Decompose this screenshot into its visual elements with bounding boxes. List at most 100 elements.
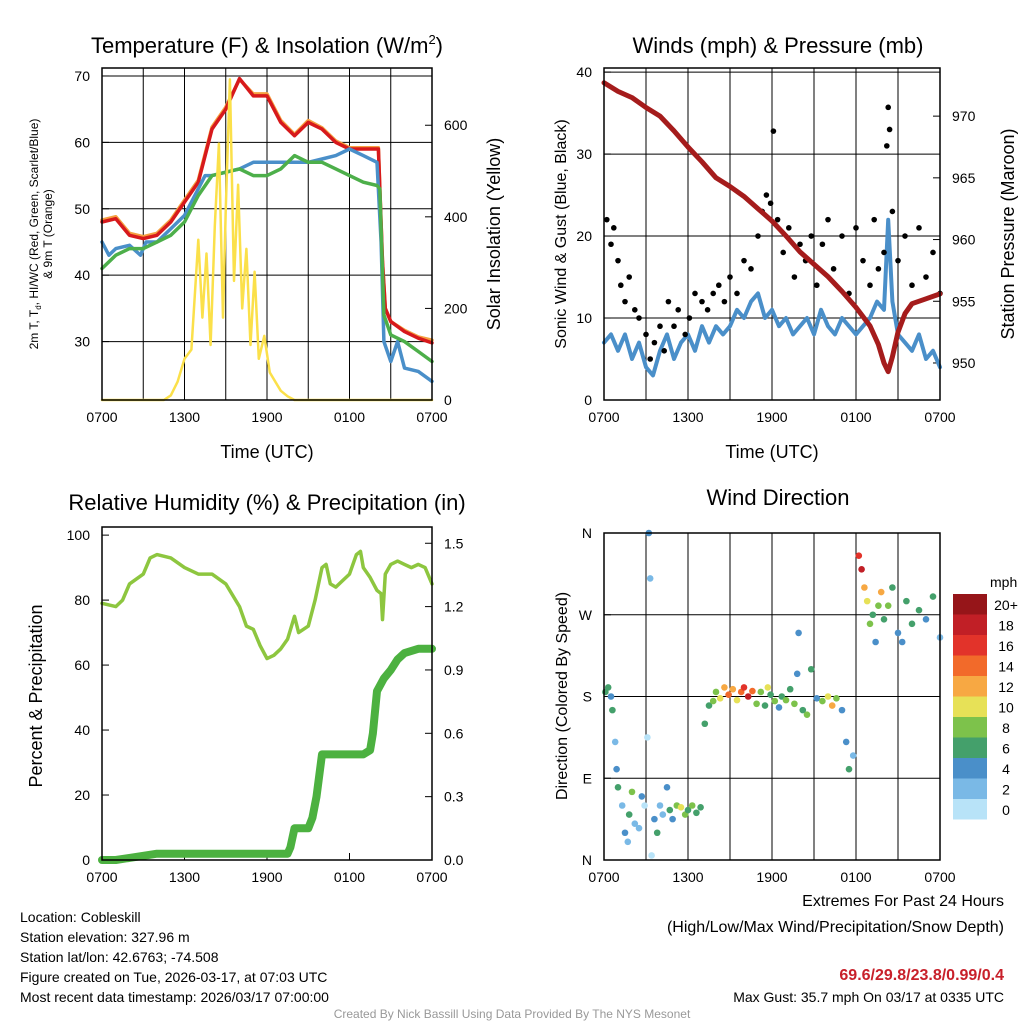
legend-label: 2 [1002,782,1010,798]
legend-swatch [953,614,987,635]
direction-point [659,811,667,818]
y-tick-label: 30 [74,334,90,350]
wdir-title: Wind Direction [706,485,849,510]
legend-label: 4 [1002,761,1010,777]
gust-point [819,241,826,248]
gust-point [710,290,716,297]
legend-swatch [953,696,987,717]
y-tick-label: 60 [74,657,90,673]
y2-tick-label: 0.3 [444,789,464,805]
legend-label: 10 [998,700,1014,716]
y-tick-label: 10 [576,310,592,326]
direction-point [701,720,709,728]
y2-tick-label: 400 [444,209,468,225]
wind-xlabel: Time (UTC) [725,442,818,462]
direction-point [775,704,783,711]
direction-point [697,804,704,811]
gust-point [797,241,803,248]
gust-point [686,315,693,321]
legend-label: 6 [1002,741,1010,757]
direction-point [908,620,916,628]
gust-point [604,216,610,223]
y-tick-label: 60 [74,134,90,150]
direction-point [771,697,779,705]
x-tick-label: 1900 [251,409,282,425]
credit: Created By Nick Bassill Using Data Provi… [334,1007,691,1021]
wind-title: Winds (mph) & Pressure (mb) [633,33,924,58]
gust-point [767,200,774,207]
gust-point [626,274,632,280]
direction-point [799,706,807,714]
gust-point [889,208,896,215]
x-tick-label: 0700 [924,409,955,425]
direction-point [872,638,879,646]
y2-tick-label: 0.0 [444,852,464,868]
blue-wind-chill-line [100,147,434,384]
y2-tick-label: 965 [952,170,976,186]
direction-point [641,802,648,809]
direction-point [880,615,888,623]
gust-point [651,339,658,346]
direction-point [638,793,646,800]
legend-swatch [953,717,987,738]
gust-point [916,225,922,231]
gust-point [895,257,901,264]
sonic-wind-line [602,217,942,378]
direction-point [855,552,863,560]
y2-tick-label: 970 [952,108,976,124]
direction-point [656,802,664,809]
direction-point [786,685,794,693]
direction-point [819,697,826,705]
gust-point [875,266,882,272]
direction-point [875,602,882,609]
gust-point [636,315,642,321]
gust-point [657,323,663,330]
gust-point [615,257,621,264]
y-tick-label: W [579,607,593,623]
gust-point [780,249,786,256]
direction-point [621,829,629,837]
legend-label: 0 [1002,802,1010,818]
gust-point [665,298,672,305]
direction-point [863,597,871,605]
rh-panel: 0700 1300 1900 0100 07000204060801000.00.30.… [67,526,464,885]
direction-point [764,684,772,691]
y2-tick-label: 200 [444,300,468,316]
direction-point [709,697,717,705]
gust-point [727,274,733,280]
direction-point [653,829,661,837]
gust-point [671,323,677,330]
gust-point [608,241,614,248]
y-tick-label: 0 [82,852,90,868]
y-tick-label: N [582,525,592,541]
gust-point [682,331,688,338]
y-tick-label: 20 [74,787,90,803]
direction-point [795,629,802,637]
gust-point [618,282,624,289]
gust-point [881,249,887,256]
direction-point [877,588,885,596]
legend-swatch [953,594,987,615]
direction-point [684,806,692,814]
direction-point [693,809,700,817]
x-tick-label: 1900 [756,409,787,425]
gust-point [741,257,747,264]
direction-point [740,684,748,691]
gust-point [721,298,728,305]
direction-point [635,824,643,832]
direction-point [838,706,846,714]
x-tick-label: 0700 [416,409,447,425]
plot-frame [101,67,433,401]
footer-latlon: Station lat/lon: 42.6763; -74.508 [20,949,219,965]
gust-point [886,126,893,133]
extremes-title: Extremes For Past 24 Hours [802,893,1004,910]
y2-tick-label: 1.5 [444,535,464,551]
direction-point [929,593,937,600]
direction-point [894,629,902,637]
gust-point [675,307,681,313]
direction-point [845,765,853,773]
y-tick-label: 100 [67,527,91,543]
direction-point [646,575,654,582]
pressure-line [601,80,943,375]
